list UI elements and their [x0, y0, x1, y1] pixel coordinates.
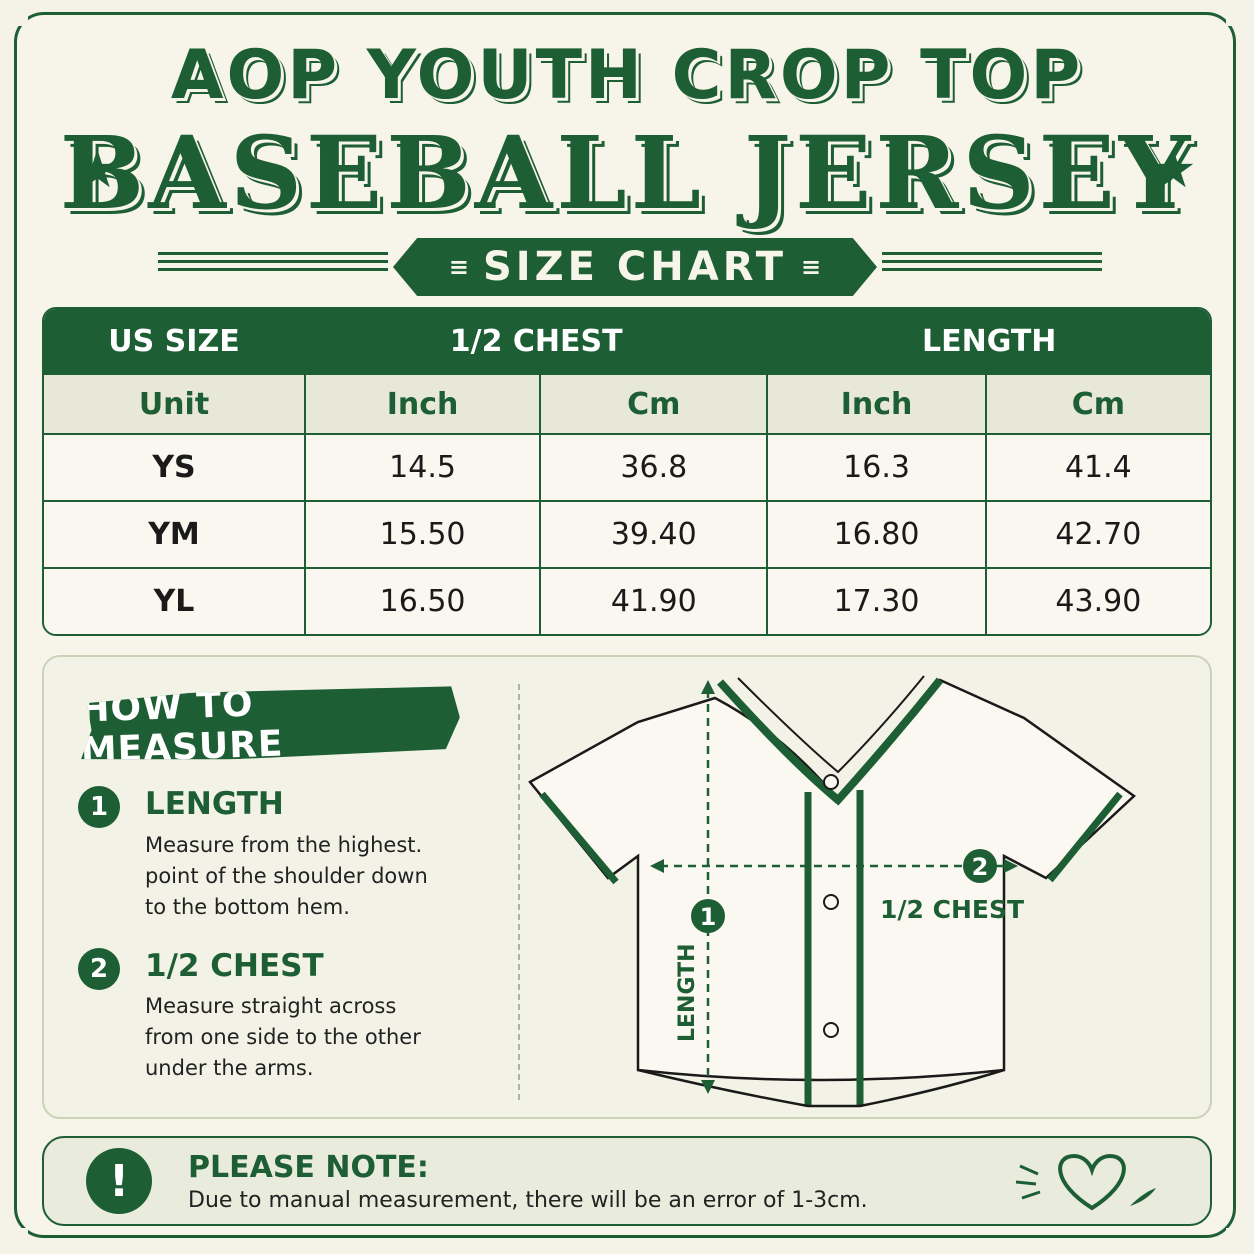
button-icon [823, 1022, 839, 1038]
jersey-outline [528, 678, 1136, 1082]
star-icon: ★ [1150, 140, 1197, 200]
value-cell: 15.50 [305, 502, 542, 569]
note-title: PLEASE NOTE: [188, 1150, 429, 1185]
dash-icon: ≡ [448, 253, 469, 281]
length-label: LENGTH [675, 943, 700, 1042]
value-cell: 16.80 [768, 502, 987, 569]
value-cell: 16.3 [768, 435, 987, 502]
chest-marker-num: 2 [972, 853, 989, 881]
size-cell: YL [44, 569, 306, 634]
sleeve-stripe [1047, 791, 1123, 883]
unit-cell: Cm [986, 375, 1210, 435]
length-marker [691, 899, 725, 933]
arrow-head-icon [1004, 859, 1018, 873]
arrow-head-icon [701, 680, 715, 694]
step-title-chest: 1/2 CHEST [145, 948, 324, 984]
note-text: Due to manual measurement, there will be… [188, 1188, 868, 1213]
heart-icon [1015, 1153, 1156, 1211]
length-marker-num: 1 [700, 903, 717, 931]
banner-lines-left [158, 252, 388, 276]
unit-cell: Cm [541, 375, 769, 435]
unit-cell: Inch [305, 375, 542, 435]
size-table: US SIZE 1/2 CHEST LENGTH Unit Inch Cm In… [42, 307, 1212, 636]
table-row: YS 14.5 36.8 16.3 41.4 [44, 435, 1210, 502]
sleeve-stripe [539, 791, 619, 885]
value-cell: 17.30 [768, 569, 987, 634]
size-chart-banner: ≡ SIZE CHART ≡ [393, 238, 877, 296]
value-cell: 36.8 [541, 435, 769, 502]
table-header-row: US SIZE 1/2 CHEST LENGTH [44, 309, 1210, 375]
unit-row: Unit Inch Cm Inch Cm [44, 375, 1210, 435]
header-length: LENGTH [768, 309, 1210, 375]
arrow-head-icon [701, 1080, 715, 1094]
header-half-chest: 1/2 CHEST [305, 309, 769, 375]
step-desc-chest: Measure straight across from one side to… [145, 994, 421, 1080]
value-cell: 41.4 [986, 435, 1210, 502]
title-line-2: BASEBALL JERSEY [59, 114, 1195, 232]
value-cell: 43.90 [986, 569, 1210, 634]
button-icon [823, 774, 839, 790]
size-cell: YM [44, 502, 306, 569]
arrow-head-icon [650, 859, 664, 873]
star-icon: ★ [74, 140, 121, 200]
table-row: YL 16.50 41.90 17.30 43.90 [44, 569, 1210, 634]
frame-corner [1226, 8, 1244, 26]
title-line-1: AOP YOUTH CROP TOP [170, 36, 1084, 115]
size-cell: YS [44, 435, 306, 502]
header-us-size: US SIZE [44, 309, 306, 375]
value-cell: 41.90 [541, 569, 769, 634]
step-title-length: LENGTH [145, 786, 284, 822]
value-cell: 14.5 [305, 435, 542, 502]
unit-cell: Inch [768, 375, 987, 435]
frame-corner [10, 8, 28, 26]
step-number-1: 1 [78, 786, 120, 828]
dash-icon: ≡ [801, 253, 822, 281]
banner-label: SIZE CHART [482, 244, 788, 290]
exclamation-icon: ! [86, 1148, 152, 1214]
collar-trim [717, 677, 944, 806]
chest-label: 1/2 CHEST [880, 895, 1024, 924]
value-cell: 42.70 [986, 502, 1210, 569]
panel-divider [518, 684, 520, 1100]
value-cell: 16.50 [305, 569, 542, 634]
frame-corner [1226, 1228, 1244, 1246]
jersey-diagram: 1 2 LENGTH 1/2 CHEST [528, 675, 1136, 1108]
step-desc-length: Measure from the highest. point of the s… [145, 833, 428, 919]
frame-corner [10, 1228, 28, 1246]
button-icon [823, 894, 839, 910]
hem [637, 1068, 1005, 1108]
value-cell: 39.40 [541, 502, 769, 569]
table-row: YM 15.50 39.40 16.80 42.70 [44, 502, 1210, 569]
collar-inner [737, 675, 925, 774]
step-number-2: 2 [78, 948, 120, 990]
note-box [42, 1136, 1212, 1226]
unit-cell: Unit [44, 375, 306, 435]
chest-marker [963, 849, 997, 883]
banner-lines-right [882, 252, 1102, 276]
